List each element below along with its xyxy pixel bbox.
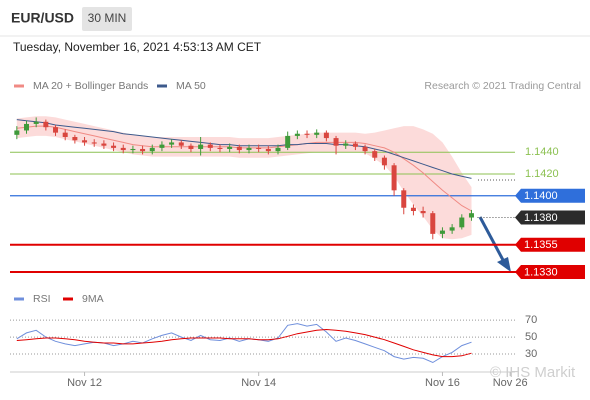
candle-body bbox=[111, 145, 117, 148]
timestamp: Tuesday, November 16, 2021 4:53:13 AM CE… bbox=[13, 40, 262, 54]
candle-body bbox=[140, 148, 146, 152]
candle-body bbox=[468, 213, 474, 218]
watermark: © IHS Markit bbox=[490, 364, 576, 381]
candle-body bbox=[265, 148, 271, 152]
level-box bbox=[515, 188, 585, 203]
forecast-arrow bbox=[478, 216, 505, 261]
interval-badge[interactable] bbox=[82, 7, 132, 31]
candle-body bbox=[459, 217, 465, 228]
ma-line bbox=[16, 119, 472, 179]
y-tick-label: 50 bbox=[525, 331, 537, 343]
candle-body bbox=[198, 144, 204, 149]
legend-label: RSI bbox=[33, 293, 51, 305]
candle-body bbox=[101, 143, 107, 146]
forecast-arrowhead bbox=[497, 257, 511, 272]
level-label: 1.1330 bbox=[524, 266, 558, 278]
candle-body bbox=[24, 123, 30, 131]
level-box bbox=[515, 210, 585, 225]
level-label: 1.1355 bbox=[524, 239, 558, 251]
candle-body bbox=[91, 142, 97, 144]
candle-body bbox=[449, 227, 455, 231]
candle-body bbox=[188, 145, 194, 149]
candle-body bbox=[207, 144, 213, 148]
candle-body bbox=[285, 135, 291, 148]
candle-body bbox=[275, 147, 281, 152]
legend-label: MA 50 bbox=[176, 80, 206, 92]
candle-body bbox=[72, 137, 78, 141]
candle-body bbox=[372, 151, 378, 158]
candle-body bbox=[246, 147, 252, 151]
candle-body bbox=[227, 146, 233, 149]
level-label: 1.1400 bbox=[524, 190, 558, 202]
candle-body bbox=[352, 143, 358, 147]
y-tick-label: 70 bbox=[525, 314, 537, 326]
x-tick-label: Nov 16 bbox=[425, 377, 460, 389]
candle-body bbox=[82, 140, 88, 143]
candle-body bbox=[439, 230, 445, 234]
interval[interactable]: 30 MIN bbox=[88, 11, 127, 25]
candle-body bbox=[420, 211, 426, 214]
candle-body bbox=[130, 148, 136, 151]
candle-body bbox=[362, 146, 368, 152]
candle-body bbox=[120, 147, 126, 151]
candle-body bbox=[159, 144, 165, 148]
candle-body bbox=[304, 133, 310, 135]
ma-line bbox=[16, 125, 472, 212]
level-label: 1.1380 bbox=[524, 212, 558, 224]
legend-label: MA 20 + Bollinger Bands bbox=[33, 80, 148, 92]
level-box bbox=[515, 237, 585, 252]
candle-body bbox=[381, 157, 387, 166]
candle-body bbox=[217, 147, 223, 149]
candle-body bbox=[33, 121, 39, 124]
level-label: 1.1440 bbox=[525, 146, 559, 158]
candle-body bbox=[62, 132, 68, 137]
candle-body bbox=[314, 132, 320, 135]
candle-body bbox=[294, 133, 300, 136]
x-tick-label: Nov 14 bbox=[241, 377, 276, 389]
y-tick-label: 30 bbox=[525, 348, 537, 360]
candle-body bbox=[391, 165, 397, 191]
candle-body bbox=[236, 146, 242, 151]
candle-body bbox=[149, 147, 155, 152]
x-tick-label: Nov 26 bbox=[493, 377, 528, 389]
legend-label: 9MA bbox=[82, 293, 104, 305]
source: Research © 2021 Trading Central bbox=[424, 80, 581, 92]
candle-body bbox=[323, 132, 329, 139]
candle-body bbox=[14, 130, 20, 135]
symbol: EUR/USD bbox=[11, 10, 74, 26]
candle-body bbox=[256, 147, 262, 149]
candle-body bbox=[430, 213, 436, 234]
level-label: 1.1420 bbox=[525, 168, 559, 180]
candle-body bbox=[169, 142, 175, 145]
candle-body bbox=[178, 142, 184, 146]
candle-body bbox=[401, 190, 407, 208]
level-box bbox=[515, 264, 585, 279]
candle-body bbox=[53, 127, 59, 133]
candle-body bbox=[410, 207, 416, 211]
x-tick-label: Nov 12 bbox=[67, 377, 102, 389]
candle-body bbox=[43, 121, 49, 128]
candle-body bbox=[343, 143, 349, 146]
rsi-line bbox=[16, 328, 472, 358]
candle-body bbox=[333, 138, 339, 146]
bollinger-band bbox=[16, 116, 472, 240]
